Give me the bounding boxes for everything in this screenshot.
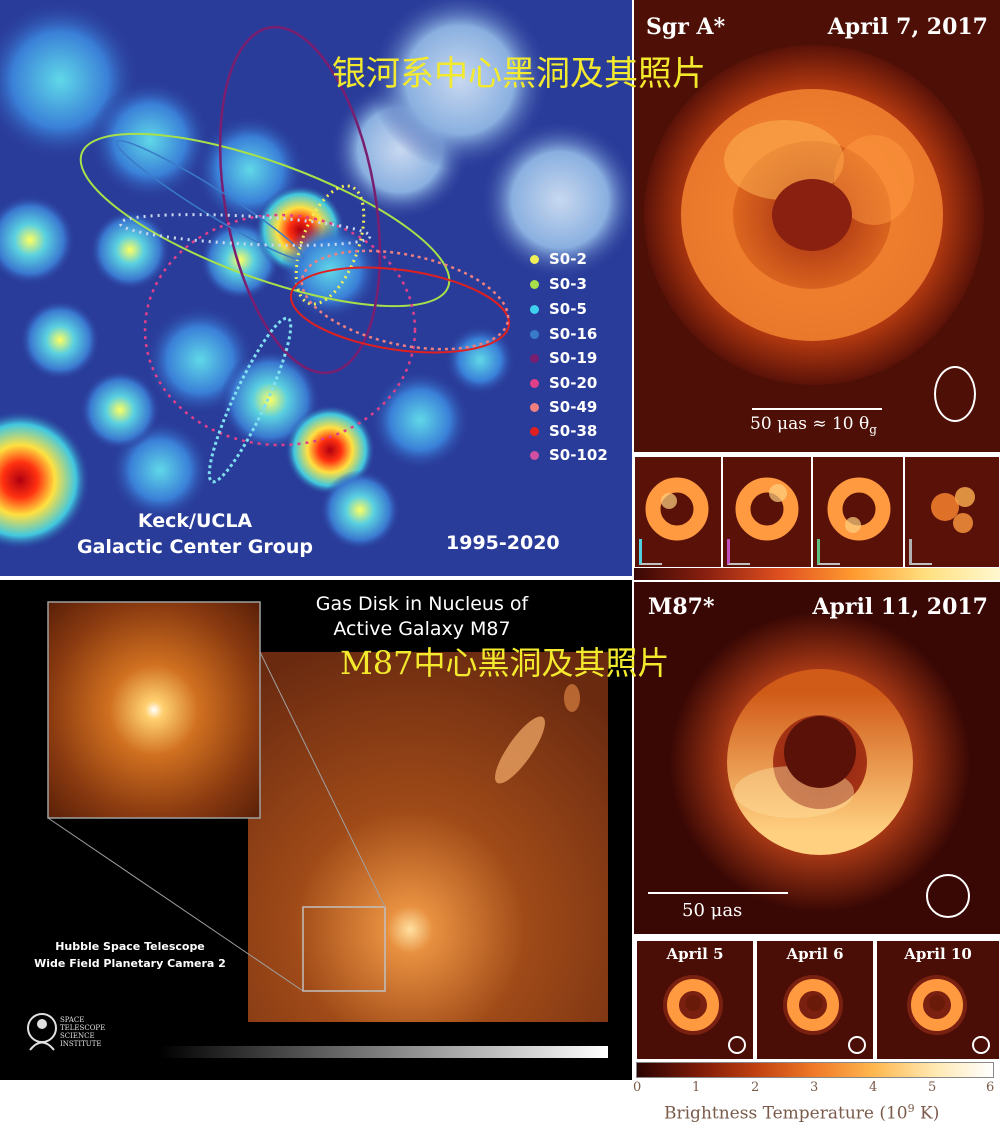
colorbar-label-exp: 9 [907,1102,915,1115]
legend-dot [530,426,539,436]
thumbnail-histogram [727,539,750,565]
thumbnail-ring [827,477,891,541]
m87-hubble-title: Gas Disk in Nucleus of Active Galaxy M87 [262,592,582,642]
m87-eht-panel: M87* April 11, 2017 50 μas [634,582,1000,934]
thumbnail-ring [735,477,799,541]
keck-credit-line1: Keck/UCLA [137,510,253,532]
thumbnail-ring [907,975,990,1054]
legend-dot [530,304,539,314]
legend-item-s0-102: S0-102 [530,446,608,464]
legend-dot [530,450,539,460]
legend-dot [530,353,539,363]
galactic-center-panel: S0-2 S0-3 S0-5 S0-16 S0-19 S0-20 S0-49 [0,0,632,576]
hubble-camera-line1: Hubble Space Telescope [55,940,205,953]
legend-label: S0-5 [549,300,587,318]
top-colorbar-strip [634,568,1000,580]
keck-credit-line2: Galactic Center Group [77,536,313,558]
overlay-title-m87: M87中心黑洞及其照片 [340,644,670,682]
m87-hubble-title-line1: Gas Disk in Nucleus of [315,593,529,615]
sgr-a-scale-bar [752,408,882,410]
stsci-logo-text: SPACE TELESCOPE SCIENCE INSTITUTE [60,1016,105,1048]
legend-dot [530,279,539,289]
legend-dot [530,378,539,388]
legend-label: S0-38 [549,422,598,440]
m87-thumbnail-april6: April 6 [756,940,874,1060]
thumbnail-histogram [817,539,840,565]
colorbar-tick: 6 [986,1080,995,1095]
stsci-line4: INSTITUTE [60,1040,102,1048]
stsci-line1: SPACE [60,1016,85,1024]
legend-label: S0-102 [549,446,608,464]
colorbar-tick: 4 [869,1080,878,1095]
legend-label: S0-16 [549,325,598,343]
m87-thumbnail-april5: April 5 [636,940,754,1060]
sgr-a-thumbnail-4 [904,456,1000,568]
sgr-a-thumbnail-3 [812,456,904,568]
m87-scale-label: 50 μas [682,900,743,921]
year-range: 1995-2020 [446,532,560,554]
thumbnail-label: April 6 [786,945,844,963]
stsci-line3: SCIENCE [60,1032,95,1040]
m87-eht-title: M87* [648,594,715,620]
sgr-a-thumbnail-1 [634,456,722,568]
legend-dot [530,254,539,264]
hubble-camera-line2: Wide Field Planetary Camera 2 [34,957,226,970]
legend-dot [530,329,539,339]
legend-item-s0-2: S0-2 [530,250,587,268]
thumbnail-ring [663,975,746,1054]
colorbar-label-unit: K) [914,1103,940,1124]
hubble-camera-credit: Hubble Space Telescope Wide Field Planet… [20,938,240,972]
m87-eht-date: April 11, 2017 [812,594,988,620]
m87-hubble-title-line2: Active Galaxy M87 [333,618,511,640]
sgr-a-scale-sub: g [869,422,877,437]
sgr-a-date: April 7, 2017 [827,14,988,40]
thumbnail-ring [931,487,975,533]
m87-beam-circle [926,874,970,918]
legend-label: S0-2 [549,250,587,268]
colorbar-tick: 3 [810,1080,819,1095]
legend-item-s0-49: S0-49 [530,398,597,416]
m87-hubble-panel: Gas Disk in Nucleus of Active Galaxy M87… [0,580,632,1080]
legend-label: S0-49 [549,398,598,416]
m87-thumbnail-april10: April 10 [876,940,1000,1060]
thumbnail-ring [645,477,709,541]
legend-label: S0-20 [549,374,598,392]
legend-item-s0-5: S0-5 [530,300,587,318]
sgr-a-thumbnail-2 [722,456,812,568]
galactic-center-map [0,0,632,550]
thumbnail-histogram [909,539,932,565]
legend-item-s0-3: S0-3 [530,275,587,293]
colorbar-tick: 1 [692,1080,701,1095]
colorbar-label-text: Brightness Temperature (10 [664,1103,908,1124]
sgr-a-beam-circle [934,366,976,422]
overlay-title-milky-way: 银河系中心黑洞及其照片 [332,54,706,94]
legend-item-s0-38: S0-38 [530,422,597,440]
m87-hubble-image [27,601,608,1058]
thumbnail-label: April 10 [904,945,972,963]
legend-label: S0-19 [549,349,598,367]
legend-dot [530,402,539,412]
m87-ring-image [670,612,970,912]
legend-label: S0-3 [549,275,587,293]
keck-credit: Keck/UCLA Galactic Center Group [30,508,360,560]
colorbar-tick: 5 [928,1080,937,1095]
colorbar-tick: 2 [751,1080,760,1095]
sgr-a-panel: Sgr A* April 7, 2017 50 μas ≈ 10 θg [634,0,1000,452]
legend-item-s0-16: S0-16 [530,325,597,343]
brightness-colorbar [636,1062,994,1078]
sgr-a-ring-image [634,0,1000,452]
thumbnail-label: April 5 [666,945,724,963]
sgr-a-scale-label: 50 μas ≈ 10 θg [750,414,877,436]
thumbnail-ring [783,975,866,1054]
stsci-line2: TELESCOPE [60,1024,106,1032]
m87-scale-bar [648,892,788,894]
thumbnail-histogram [639,539,662,565]
legend-item-s0-19: S0-19 [530,349,597,367]
colorbar-tick: 0 [633,1080,642,1095]
legend-item-s0-20: S0-20 [530,374,597,392]
colorbar-label: Brightness Temperature (109 K) [664,1102,939,1124]
sgr-a-title: Sgr A* [646,14,726,40]
sgr-a-scale-text: 50 μas ≈ 10 θ [750,414,870,434]
